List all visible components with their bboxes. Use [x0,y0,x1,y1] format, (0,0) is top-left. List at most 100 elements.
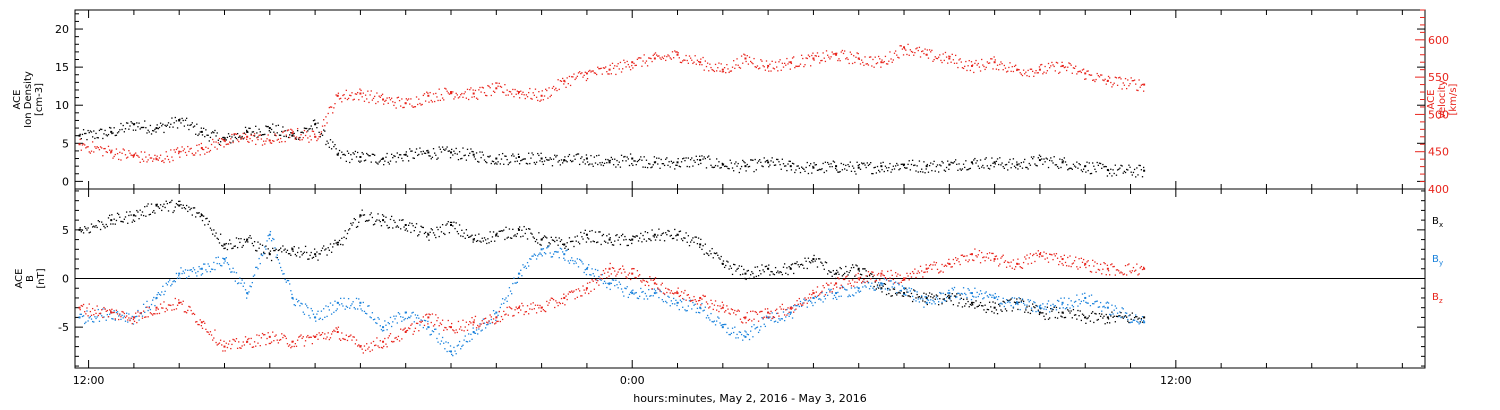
velocity-sample-dot [985,66,987,69]
density-sample-dot [360,160,362,162]
velocity-sample-dot [733,60,735,62]
velocity-sample-dot [573,73,575,75]
bz-sample-dot [158,312,161,315]
bx-sample-dot [556,239,558,242]
bx-sample-dot [524,232,526,235]
bz-data-point [336,331,339,334]
velocity-sample-dot [738,66,740,69]
by-sample-dot [734,326,736,328]
bz-sample-dot [99,312,102,314]
bz-sample-dot [362,352,364,354]
velocity-sample-dot [247,140,249,143]
velocity-sample-dot [1078,70,1080,73]
by-sample-dot [428,326,430,328]
by-sample-dot [79,313,81,315]
density-sample-dot [805,166,807,169]
by-sample-dot [591,268,593,270]
bz-sample-dot [969,253,972,255]
density-sample-dot [737,162,739,165]
bz-sample-dot [851,279,854,281]
by-sample-dot [874,289,876,291]
bx-sample-dot [922,300,924,302]
bx-sample-dot [383,215,385,217]
density-sample-dot [1099,162,1102,165]
velocity-sample-dot [991,58,993,60]
by-data-point [223,258,226,261]
bx-sample-dot [255,249,257,252]
bx-sample-dot [1093,321,1095,324]
bz-sample-dot [93,314,95,316]
velocity-sample-dot [976,64,978,66]
density-sample-dot [982,164,984,167]
bx-sample-dot [91,226,94,228]
velocity-sample-dot [371,99,374,101]
by-sample-dot [226,262,229,264]
velocity-sample-dot [650,57,652,60]
bz-sample-dot [279,338,282,341]
density-sample-dot [252,131,255,133]
by-sample-dot [722,323,725,326]
bx-sample-dot [273,249,275,252]
by-sample-dot [357,308,359,310]
density-sample-dot [566,161,568,163]
by-sample-dot [515,282,517,284]
velocity-sample-dot [1139,86,1141,88]
by-sample-dot [316,313,318,315]
bx-sample-dot [706,253,709,255]
bx-sample-dot [1062,312,1064,314]
bz-sample-dot [695,300,697,303]
density-sample-dot [413,157,415,160]
density-sample-dot [458,151,461,153]
by-sample-dot [619,283,622,285]
by-sample-dot [276,254,278,256]
bz-sample-dot [443,329,445,331]
bz-sample-dot [460,326,462,328]
bz-sample-dot [299,335,301,337]
density-sample-dot [190,123,192,126]
bx-sample-dot [475,240,478,243]
bx-data-point [404,223,407,226]
bz-sample-dot [1001,255,1003,258]
by-sample-dot [545,253,547,255]
bx-sample-dot [199,215,201,218]
density-sample-dot [136,122,138,124]
bz-sample-dot [1056,257,1059,259]
bz-sample-dot [636,270,639,272]
by-sample-dot [1065,307,1068,309]
bz-sample-dot [498,310,500,313]
by-sample-dot [1068,297,1070,300]
by-sample-dot [836,298,838,300]
by-sample-dot [1088,295,1090,297]
density-sample-dot [323,129,325,131]
velocity-sample-dot [400,105,402,107]
bx-sample-dot [290,254,292,256]
bz-sample-dot [113,311,115,314]
velocity-sample-dot [1075,65,1077,67]
bx-sample-dot [1073,314,1076,316]
bx-sample-dot [773,273,776,276]
bz-sample-dot [668,289,670,291]
bx-sample-dot [499,230,502,232]
bz-sample-dot [217,343,220,345]
bx-sample-dot [323,245,325,247]
velocity-sample-dot [1109,77,1111,79]
density-sample-dot [745,170,747,172]
velocity-sample-dot [278,141,281,143]
density-sample-dot [1119,167,1121,169]
bx-sample-dot [259,243,261,245]
velocity-sample-dot [915,48,917,50]
density-sample-dot [277,124,280,126]
bz-sample-dot [807,297,810,299]
bz-sample-dot [657,287,659,289]
bz-sample-dot [593,288,596,290]
velocity-data-point [427,94,430,97]
velocity-sample-dot [782,66,785,68]
velocity-sample-dot [941,61,943,64]
velocity-data-point [721,68,724,71]
by-sample-dot [906,289,908,291]
bx-sample-dot [662,232,665,234]
density-sample-dot [1137,174,1139,176]
by-sample-dot [242,285,244,287]
density-sample-dot [1110,168,1112,170]
bz-sample-dot [385,343,387,345]
